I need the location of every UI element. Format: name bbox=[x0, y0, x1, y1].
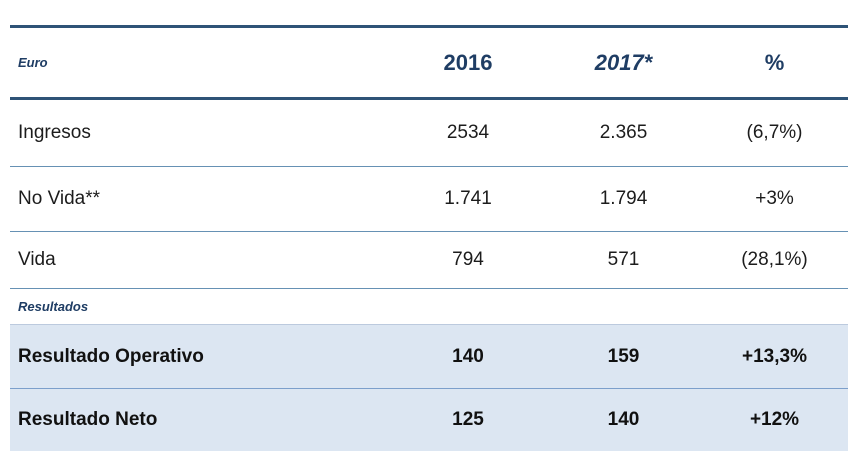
cell-percent: +13,3% bbox=[742, 345, 807, 367]
cell-2017: 140 bbox=[607, 409, 640, 430]
cell-percent: (6,7%) bbox=[746, 122, 803, 143]
section-label: Resultados bbox=[18, 299, 89, 314]
cell-2016: 1.741 bbox=[444, 188, 492, 209]
row-label: Ingresos bbox=[18, 122, 91, 143]
table-row-no-vida: No Vida** 1.741 1.794 +3% bbox=[10, 167, 848, 232]
table-row-resultado-neto: Resultado Neto 125 140 +12% bbox=[10, 389, 848, 451]
section-row-resultados: Resultados bbox=[10, 289, 848, 325]
cell-percent: (28,1%) bbox=[741, 249, 808, 270]
table-row-vida: Vida 794 571 (28,1%) bbox=[10, 232, 848, 289]
row-label: Resultado Operativo bbox=[18, 345, 204, 367]
cell-2016: 140 bbox=[452, 345, 484, 367]
table-header-row: Euro 2016 2017* % bbox=[10, 28, 848, 100]
row-label: Vida bbox=[18, 249, 56, 270]
table-row-resultado-operativo: Resultado Operativo 140 159 +13,3% bbox=[10, 325, 848, 389]
cell-2016: 794 bbox=[452, 249, 484, 270]
row-label: Resultado Neto bbox=[18, 409, 158, 430]
cell-2017: 2.365 bbox=[599, 122, 648, 143]
cell-percent: +3% bbox=[755, 188, 794, 209]
cell-2017: 571 bbox=[607, 249, 640, 270]
column-header-2017: 2017* bbox=[594, 49, 653, 75]
cell-2016: 125 bbox=[452, 409, 484, 430]
row-label: No Vida** bbox=[18, 188, 101, 209]
results-table: Euro 2016 2017* % Ingresos 2534 2.365 (6… bbox=[10, 25, 848, 451]
table-row-ingresos: Ingresos 2534 2.365 (6,7%) bbox=[10, 100, 848, 167]
cell-2017: 159 bbox=[607, 345, 640, 367]
currency-unit-label: Euro bbox=[18, 55, 48, 70]
cell-2016: 2534 bbox=[446, 122, 490, 143]
cell-percent: +12% bbox=[749, 409, 800, 430]
column-header-2016: 2016 bbox=[443, 49, 493, 75]
cell-2017: 1.794 bbox=[599, 188, 648, 209]
column-header-percent: % bbox=[764, 49, 785, 75]
